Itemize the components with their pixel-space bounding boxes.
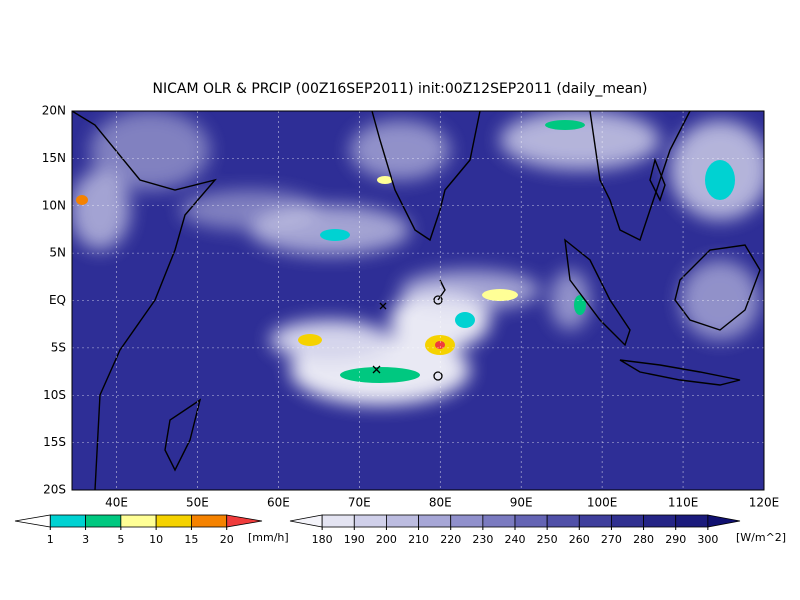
- colorbar-unit: [W/m^2]: [736, 531, 786, 544]
- colorbar-box: [450, 514, 484, 528]
- map-frame: [71, 110, 765, 491]
- colorbar-box: [85, 514, 122, 528]
- y-tick-label: EQ: [49, 293, 66, 307]
- colorbar-label: 290: [665, 533, 686, 546]
- colorbar-label: 190: [344, 533, 365, 546]
- colorbar-box: [514, 514, 548, 528]
- colorbar-box: [49, 514, 86, 528]
- colorbar-label: 20: [220, 533, 234, 546]
- colorbar-arrow: [707, 514, 741, 528]
- x-tick-label: 40E: [105, 496, 128, 510]
- colorbar-label: 180: [312, 533, 333, 546]
- map-field: [72, 111, 764, 490]
- x-tick-label: 90E: [510, 496, 533, 510]
- title: NICAM OLR & PRCIP (00Z16SEP2011) init:00…: [152, 81, 647, 97]
- colorbar-box: [418, 514, 452, 528]
- y-tick-label: 20S: [43, 483, 66, 497]
- x-tick-label: 60E: [267, 496, 290, 510]
- colorbar-label: 230: [472, 533, 493, 546]
- x-tick-label: 80E: [429, 496, 452, 510]
- colorbar-box: [386, 514, 419, 528]
- colorbar-label: 240: [505, 533, 526, 546]
- y-tick-label: 10S: [43, 388, 66, 402]
- colorbar-arrow: [226, 514, 263, 528]
- x-tick-label: 50E: [186, 496, 209, 510]
- colorbar-box: [321, 514, 355, 528]
- colorbar-box: [191, 514, 228, 528]
- y-tick-label: 5N: [49, 246, 66, 260]
- colorbar-box: [675, 514, 709, 528]
- colorbar-label: 210: [408, 533, 429, 546]
- y-tick-label: 20N: [42, 104, 66, 118]
- colorbar-label: 200: [376, 533, 397, 546]
- colorbar-box: [546, 514, 580, 528]
- colorbar-label: 250: [537, 533, 558, 546]
- colorbar-box: [482, 514, 516, 528]
- colorbar-box: [353, 514, 387, 528]
- clouds: [72, 111, 764, 405]
- y-tick-label: 15N: [42, 151, 66, 165]
- colorbar-label: 280: [633, 533, 654, 546]
- colorbar-label: 3: [82, 533, 89, 546]
- colorbar-label: 1: [47, 533, 54, 546]
- colorbar-arrow: [14, 514, 51, 528]
- colorbar-unit: [mm/h]: [248, 531, 289, 544]
- y-tick-label: 10N: [42, 198, 66, 212]
- x-tick-label: 120E: [749, 496, 780, 510]
- colorbar-label: 5: [117, 533, 124, 546]
- colorbar-box: [155, 514, 192, 528]
- colorbar-label: 10: [149, 533, 163, 546]
- colorbar-box: [120, 514, 157, 528]
- colorbar-label: 300: [697, 533, 718, 546]
- rain-patches: [76, 120, 735, 383]
- colorbar-box: [611, 514, 644, 528]
- x-tick-label: 110E: [668, 496, 699, 510]
- x-tick-label: 100E: [587, 496, 618, 510]
- y-tick-label: 15S: [43, 435, 66, 449]
- colorbar-box: [643, 514, 677, 528]
- colorbar-box: [578, 514, 612, 528]
- colorbar-label: 270: [601, 533, 622, 546]
- colorbar-label: 15: [184, 533, 198, 546]
- coastlines: [72, 111, 761, 490]
- markers: [372, 295, 443, 381]
- y-tick-label: 5S: [51, 340, 66, 354]
- colorbar-label: 260: [569, 533, 590, 546]
- x-tick-label: 70E: [348, 496, 371, 510]
- colorbar-arrow: [289, 514, 323, 528]
- colorbar-label: 220: [440, 533, 461, 546]
